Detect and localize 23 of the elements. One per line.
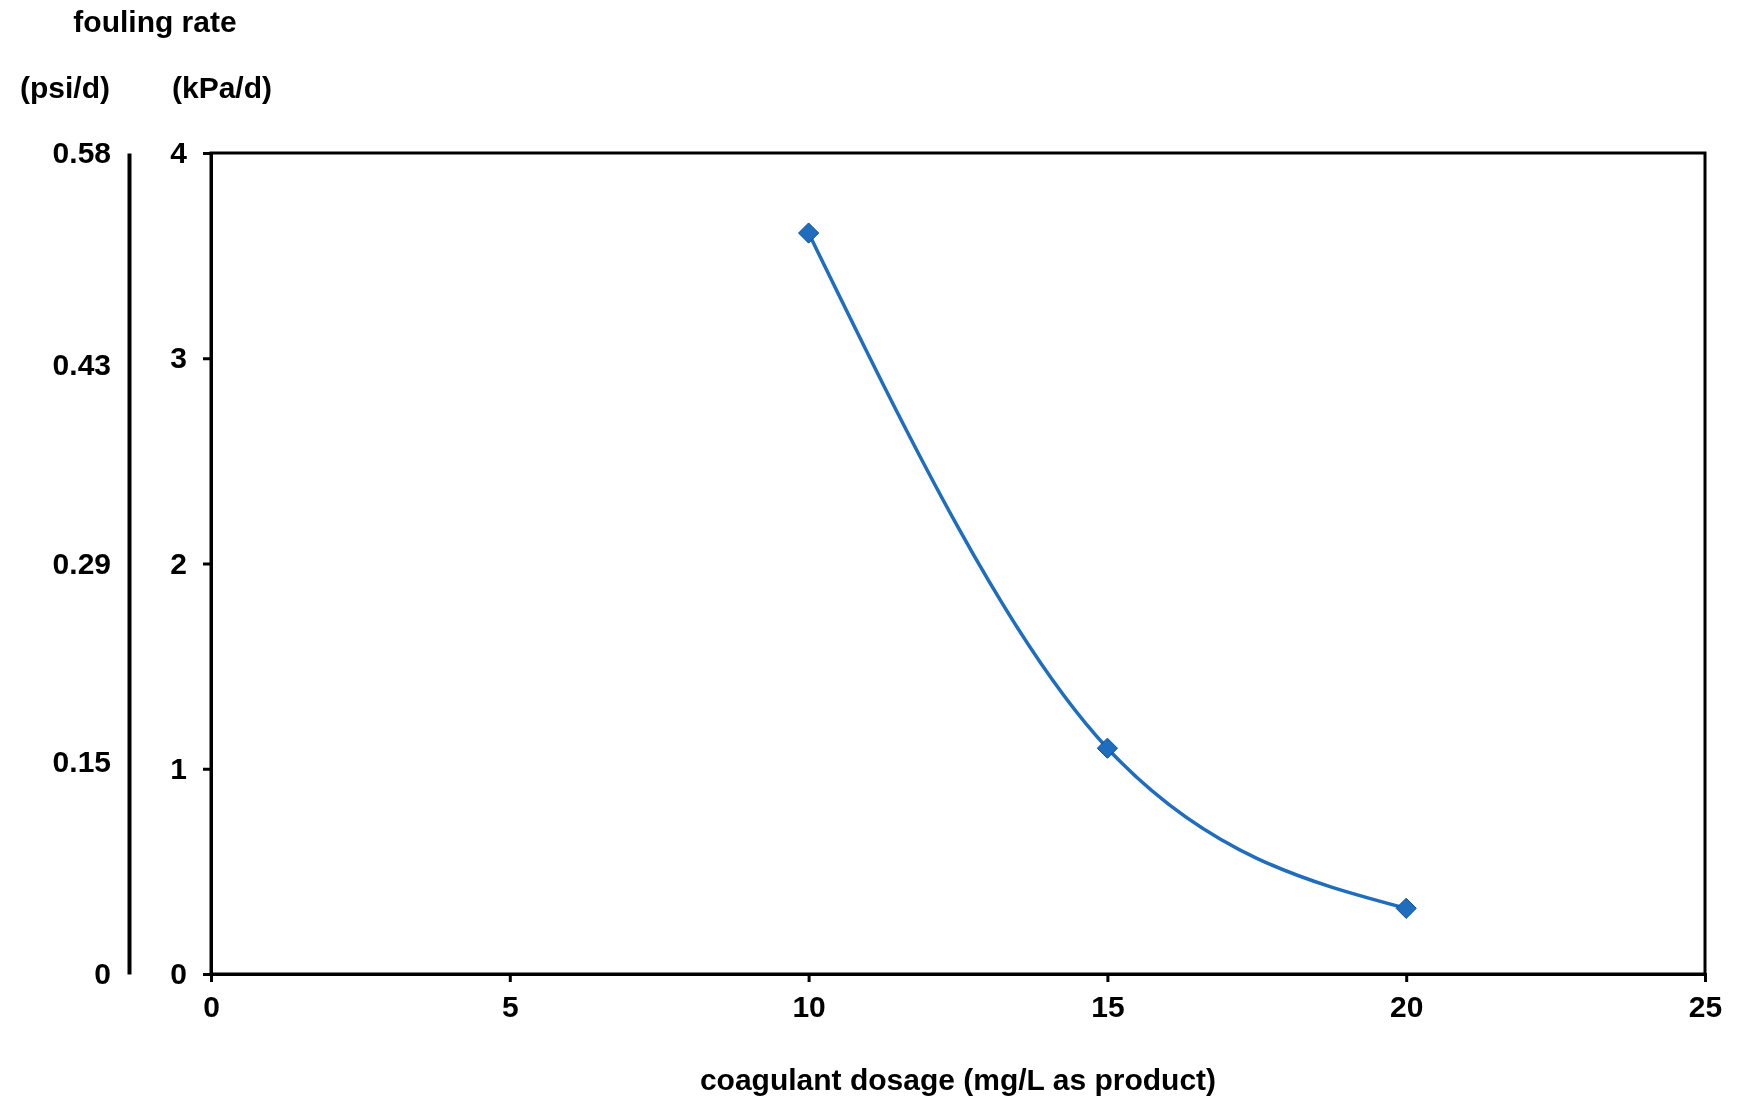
y2-tick-label: 0 xyxy=(94,957,111,991)
x-tick-label: 15 xyxy=(1091,990,1125,1024)
y2-tick-label: 0.15 xyxy=(52,744,111,778)
x-tick-label: 5 xyxy=(501,990,519,1024)
point xyxy=(1395,897,1417,919)
y-tick-label: 3 xyxy=(170,341,187,375)
y-tick-label: 4 xyxy=(170,136,188,170)
x-axis-title: coagulant dosage (mg/L as product) xyxy=(699,1063,1217,1096)
y-tick-label: 0 xyxy=(170,957,187,991)
point xyxy=(1096,737,1118,759)
x-tick-label: 0 xyxy=(203,990,220,1024)
x-tick-label: 10 xyxy=(792,990,826,1024)
y-tick-label: 2 xyxy=(170,546,187,580)
y-tick-label: 1 xyxy=(170,751,187,785)
y2-tick-label: 0.29 xyxy=(52,546,111,580)
y2-axis-title: (psi/d) xyxy=(20,71,110,104)
x-tick-label: 20 xyxy=(1390,990,1424,1024)
y2-tick-label: 0.43 xyxy=(52,348,111,382)
chart-title: fouling rate xyxy=(73,5,237,38)
y-axis-title: (kPa/d) xyxy=(171,71,273,104)
point xyxy=(798,222,820,244)
y2-tick-label: 0.58 xyxy=(52,136,111,170)
x-tick-label: 25 xyxy=(1688,990,1723,1024)
